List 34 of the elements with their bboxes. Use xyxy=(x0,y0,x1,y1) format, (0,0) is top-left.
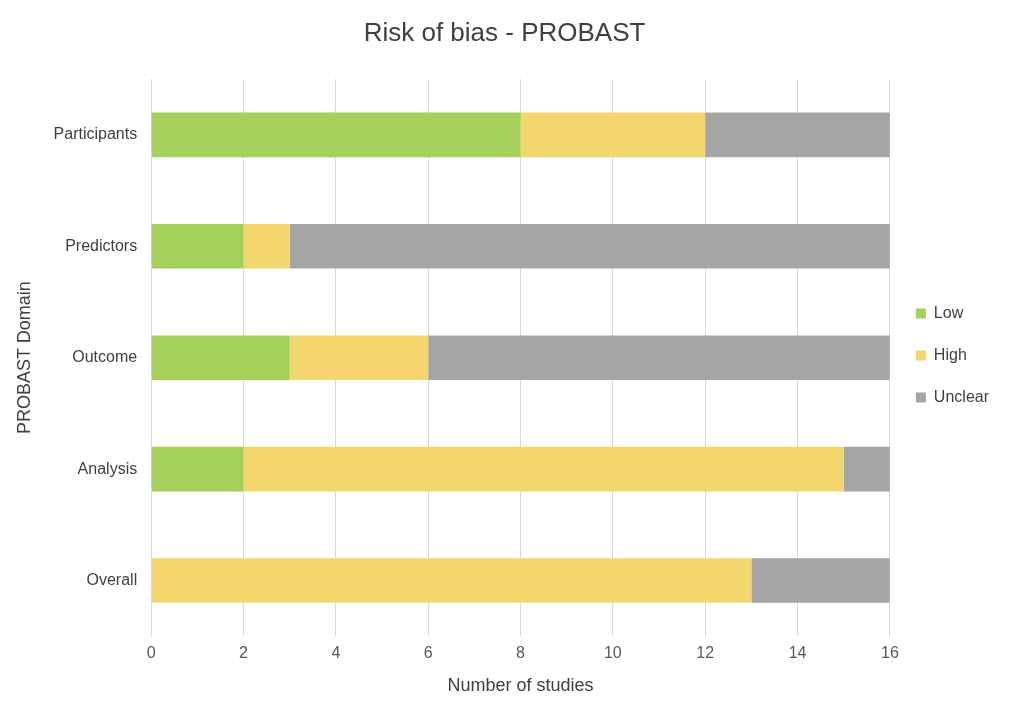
y-tick-label: Analysis xyxy=(77,459,138,477)
legend-label: High xyxy=(933,345,967,363)
bar xyxy=(243,446,844,492)
bar xyxy=(289,224,890,269)
bar xyxy=(151,558,752,603)
y-tick-label: Overall xyxy=(86,570,138,588)
x-tick-label: 12 xyxy=(696,644,715,662)
bar xyxy=(151,224,244,269)
x-tick-label: 0 xyxy=(146,644,156,662)
bar xyxy=(151,335,290,380)
bar xyxy=(428,335,890,380)
bar xyxy=(151,112,521,158)
bar xyxy=(151,446,244,492)
y-axis-title: PROBAST Domain xyxy=(13,281,34,435)
x-axis-title: Number of studies xyxy=(447,675,594,696)
bar xyxy=(705,112,890,158)
y-tick-label: Participants xyxy=(53,125,138,143)
x-tick-label: 10 xyxy=(603,644,622,662)
bar xyxy=(243,224,290,269)
y-tick-label: Outcome xyxy=(72,348,138,366)
chart-title: Risk of bias - PROBAST xyxy=(363,16,646,47)
x-tick-label: 14 xyxy=(788,644,807,662)
bar xyxy=(520,112,706,158)
bar xyxy=(289,335,429,380)
x-tick-label: 2 xyxy=(239,644,249,662)
y-tick-label: Predictors xyxy=(65,236,138,254)
x-tick-label: 4 xyxy=(331,644,341,662)
x-tick-label: 8 xyxy=(516,644,526,662)
x-tick-label: 6 xyxy=(423,644,433,662)
bar xyxy=(843,446,890,492)
x-tick-label: 16 xyxy=(880,644,899,662)
legend-label: Unclear xyxy=(933,387,990,405)
bar xyxy=(751,558,890,603)
legend-label: Low xyxy=(933,303,964,321)
